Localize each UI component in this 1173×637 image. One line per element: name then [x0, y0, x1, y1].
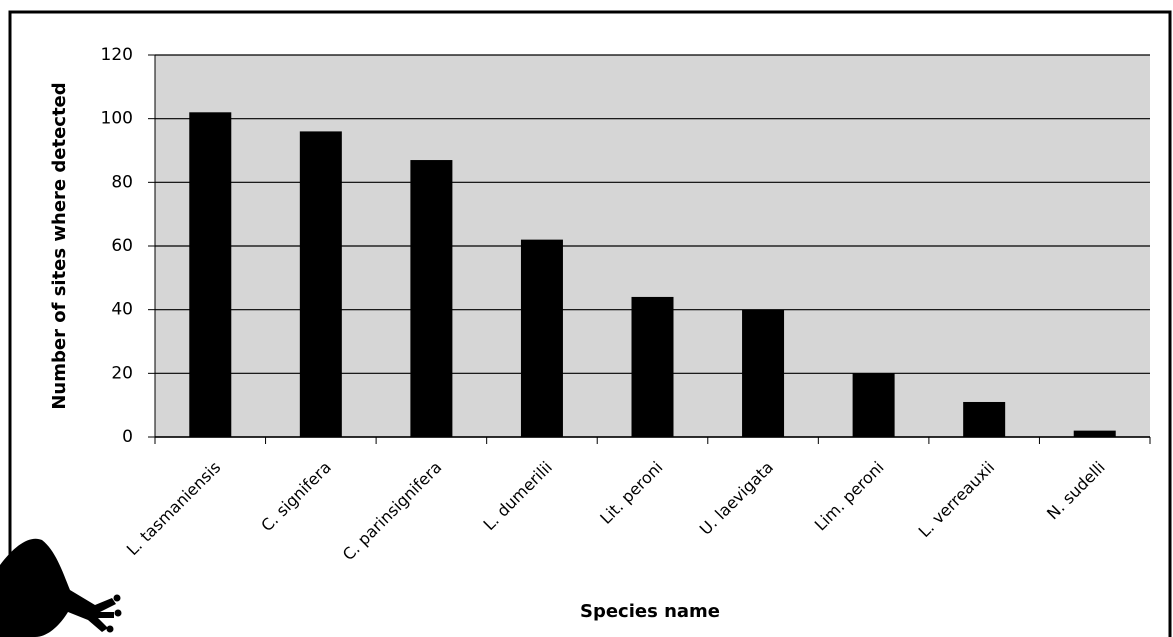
bar [1073, 430, 1116, 437]
y-tick-label: 0 [122, 427, 133, 447]
bar [852, 373, 895, 437]
bar [963, 401, 1006, 437]
bar [410, 160, 453, 438]
y-tick-label: 60 [111, 236, 133, 256]
y-tick-label: 20 [111, 363, 133, 383]
bar [520, 239, 563, 437]
y-tick-label: 80 [111, 172, 133, 192]
y-tick-label: 100 [101, 109, 133, 129]
y-tick-label: 40 [111, 300, 133, 320]
bar [742, 309, 785, 437]
bar [299, 131, 342, 437]
bar [189, 112, 232, 438]
bar [631, 296, 674, 437]
frog-icon [0, 538, 122, 637]
y-tick-label: 120 [101, 45, 133, 65]
x-axis-title: Species name [580, 601, 720, 622]
y-axis-title: Number of sites where detected [49, 82, 70, 409]
